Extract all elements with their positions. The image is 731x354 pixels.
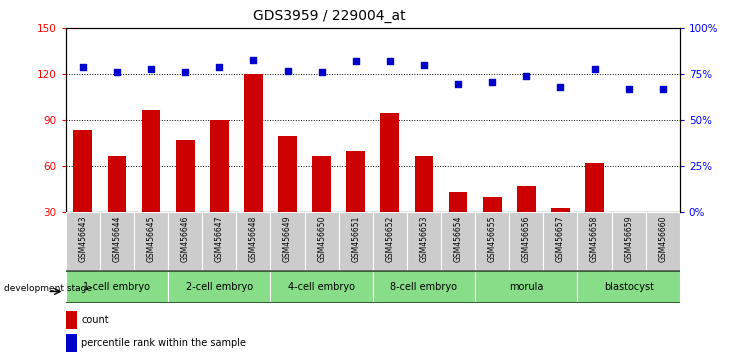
Text: count: count	[81, 315, 109, 325]
Text: GSM456643: GSM456643	[78, 215, 87, 262]
Text: percentile rank within the sample: percentile rank within the sample	[81, 338, 246, 348]
Text: GDS3959 / 229004_at: GDS3959 / 229004_at	[253, 9, 405, 23]
Text: GSM456651: GSM456651	[352, 215, 360, 262]
Bar	[305, 212, 338, 271]
Text: GSM456660: GSM456660	[659, 215, 667, 262]
Bar	[619, 212, 638, 216]
Text: GSM456649: GSM456649	[283, 215, 292, 262]
Bar	[510, 212, 543, 271]
Point	[623, 86, 635, 92]
Text: 2-cell embryo: 2-cell embryo	[186, 282, 253, 292]
Bar	[168, 271, 270, 303]
Text: GSM456656: GSM456656	[522, 215, 531, 262]
Point	[418, 62, 430, 68]
Point	[77, 64, 88, 70]
Bar	[551, 208, 570, 212]
Bar	[66, 271, 168, 303]
Bar	[407, 212, 441, 271]
Point	[452, 81, 464, 86]
Text: GSM456644: GSM456644	[113, 215, 121, 262]
Point	[145, 66, 157, 72]
Point	[213, 64, 225, 70]
Bar	[577, 212, 612, 271]
Point	[316, 70, 327, 75]
Bar	[236, 212, 270, 271]
Bar	[100, 212, 134, 271]
Bar	[346, 151, 366, 212]
Text: GSM456658: GSM456658	[590, 215, 599, 262]
Bar	[270, 271, 373, 303]
Text: GSM456645: GSM456645	[147, 215, 156, 262]
Bar	[517, 186, 536, 212]
Bar	[543, 212, 577, 271]
Bar	[66, 334, 77, 352]
Bar	[612, 212, 645, 271]
Text: GSM456653: GSM456653	[420, 215, 428, 262]
Text: blastocyst: blastocyst	[604, 282, 654, 292]
Text: GSM456648: GSM456648	[249, 215, 258, 262]
Text: GSM456654: GSM456654	[454, 215, 463, 262]
Bar	[482, 197, 501, 212]
Point	[588, 66, 600, 72]
Bar	[66, 212, 100, 271]
Text: 4-cell embryo: 4-cell embryo	[288, 282, 355, 292]
Bar	[66, 311, 77, 329]
Bar	[475, 271, 577, 303]
Bar	[202, 212, 236, 271]
Bar	[278, 136, 297, 212]
Point	[281, 68, 293, 74]
Point	[111, 70, 123, 75]
Text: 1-cell embryo: 1-cell embryo	[83, 282, 151, 292]
Text: morula: morula	[509, 282, 544, 292]
Text: GSM456652: GSM456652	[385, 215, 394, 262]
Bar	[449, 193, 467, 212]
Bar	[414, 156, 433, 212]
Bar	[441, 212, 475, 271]
Point	[179, 70, 191, 75]
Bar	[654, 212, 673, 216]
Bar	[134, 212, 168, 271]
Point	[657, 86, 669, 92]
Bar	[373, 271, 475, 303]
Bar	[380, 113, 399, 212]
Point	[248, 57, 260, 62]
Bar	[312, 156, 331, 212]
Text: GSM456646: GSM456646	[181, 215, 189, 262]
Bar	[645, 212, 680, 271]
Text: GSM456650: GSM456650	[317, 215, 326, 262]
Bar	[244, 74, 262, 212]
Bar	[142, 110, 161, 212]
Point	[486, 79, 498, 85]
Bar	[373, 212, 407, 271]
Bar	[175, 140, 194, 212]
Text: GSM456657: GSM456657	[556, 215, 565, 262]
Text: 8-cell embryo: 8-cell embryo	[390, 282, 458, 292]
Bar	[107, 156, 126, 212]
Text: GSM456647: GSM456647	[215, 215, 224, 262]
Bar	[585, 163, 604, 212]
Bar	[168, 212, 202, 271]
Bar	[338, 212, 373, 271]
Bar	[210, 120, 229, 212]
Text: GSM456659: GSM456659	[624, 215, 633, 262]
Bar	[73, 130, 92, 212]
Bar	[475, 212, 510, 271]
Point	[384, 59, 395, 64]
Bar	[577, 271, 680, 303]
Point	[520, 73, 532, 79]
Bar	[270, 212, 305, 271]
Point	[555, 84, 567, 90]
Text: GSM456655: GSM456655	[488, 215, 496, 262]
Text: development stage: development stage	[4, 284, 91, 293]
Point	[350, 59, 362, 64]
